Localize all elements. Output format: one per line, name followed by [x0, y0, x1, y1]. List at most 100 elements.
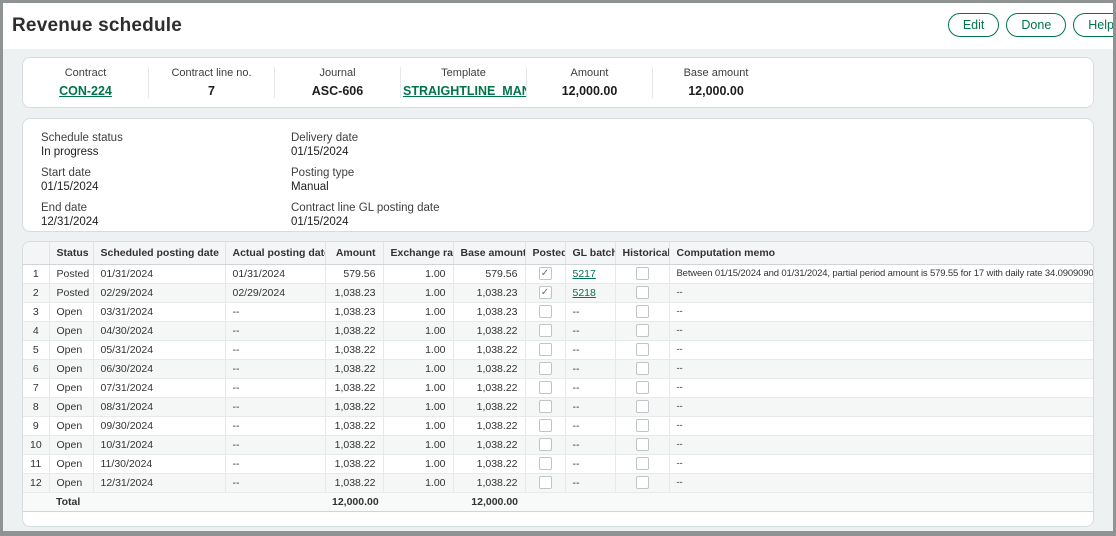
table-row: 10Open10/31/2024--1,038.221.001,038.22--…: [23, 435, 1093, 454]
contract-link[interactable]: CON-224: [23, 84, 148, 98]
historical-checkbox[interactable]: [636, 381, 649, 394]
gl-batch-cell: --: [565, 340, 615, 359]
posted-checkbox[interactable]: [539, 305, 552, 318]
action-buttons: Edit Done Help: [948, 13, 1113, 37]
table-row: 2Posted02/29/202402/29/20241,038.231.001…: [23, 283, 1093, 302]
posted-checkbox[interactable]: [539, 324, 552, 337]
base-amount-cell: 1,038.22: [453, 378, 525, 397]
posted-checkbox[interactable]: [539, 267, 552, 280]
summary-field-template: Template STRAIGHTLINE_MANUAL: [401, 67, 527, 98]
computation-memo-cell: --: [669, 416, 1093, 435]
amount-cell: 1,038.22: [325, 454, 383, 473]
historical-checkbox[interactable]: [636, 286, 649, 299]
amount-cell: 1,038.22: [325, 321, 383, 340]
detail-posting-type: Posting type Manual: [291, 167, 1075, 193]
base-amount-cell: 1,038.22: [453, 416, 525, 435]
field-label: Base amount: [653, 67, 779, 79]
historical-checkbox[interactable]: [636, 457, 649, 470]
actual-posting-date-cell: --: [225, 302, 325, 321]
base-amount-cell: 1,038.22: [453, 340, 525, 359]
page-title: Revenue schedule: [12, 15, 182, 37]
posted-checkbox[interactable]: [539, 400, 552, 413]
table-row: 11Open11/30/2024--1,038.221.001,038.22--…: [23, 454, 1093, 473]
detail-label: Contract line GL posting date: [291, 202, 1075, 214]
posted-checkbox[interactable]: [539, 343, 552, 356]
posted-cell: [525, 435, 565, 454]
exchange-rate-cell: 1.00: [383, 435, 453, 454]
posted-checkbox[interactable]: [539, 438, 552, 451]
gl-batch-cell: --: [565, 302, 615, 321]
amount-cell: 1,038.23: [325, 283, 383, 302]
field-label: Contract line no.: [149, 67, 274, 79]
exchange-rate-cell: 1.00: [383, 416, 453, 435]
actual-posting-date-cell: --: [225, 473, 325, 492]
historical-checkbox[interactable]: [636, 305, 649, 318]
posted-cell: [525, 378, 565, 397]
column-header-computation-memo: Computation memo: [669, 242, 1093, 264]
row-number: 1: [23, 264, 49, 283]
scheduled-posting-date-cell: 11/30/2024: [93, 454, 225, 473]
historical-cell: [615, 321, 669, 340]
gl-batch-link[interactable]: 5217: [573, 268, 596, 280]
status-cell: Open: [49, 302, 93, 321]
total-label: Total: [49, 492, 225, 511]
gl-batch-cell: --: [565, 416, 615, 435]
historical-cell: [615, 359, 669, 378]
historical-checkbox[interactable]: [636, 267, 649, 280]
status-cell: Open: [49, 359, 93, 378]
column-header-historical: Historical: [615, 242, 669, 264]
base-amount-cell: 579.56: [453, 264, 525, 283]
detail-schedule-status: Schedule status In progress: [41, 132, 291, 158]
row-number: 8: [23, 397, 49, 416]
posted-cell: [525, 454, 565, 473]
exchange-rate-cell: 1.00: [383, 340, 453, 359]
computation-memo-cell: --: [669, 473, 1093, 492]
field-value: 12,000.00: [527, 84, 652, 98]
exchange-rate-cell: 1.00: [383, 302, 453, 321]
status-cell: Open: [49, 435, 93, 454]
posted-checkbox[interactable]: [539, 476, 552, 489]
amount-cell: 1,038.22: [325, 359, 383, 378]
historical-checkbox[interactable]: [636, 343, 649, 356]
historical-checkbox[interactable]: [636, 438, 649, 451]
historical-checkbox[interactable]: [636, 400, 649, 413]
posted-checkbox[interactable]: [539, 381, 552, 394]
template-link[interactable]: STRAIGHTLINE_MANUAL: [401, 84, 526, 98]
column-header-status: Status: [49, 242, 93, 264]
posted-checkbox[interactable]: [539, 362, 552, 375]
posted-checkbox[interactable]: [539, 286, 552, 299]
computation-memo-cell: Between 01/15/2024 and 01/31/2024, parti…: [669, 264, 1093, 283]
gl-batch-link[interactable]: 5218: [573, 287, 596, 299]
scheduled-posting-date-cell: 03/31/2024: [93, 302, 225, 321]
field-label: Contract: [23, 67, 148, 79]
computation-memo-cell: --: [669, 435, 1093, 454]
gl-batch-cell: --: [565, 321, 615, 340]
historical-checkbox[interactable]: [636, 362, 649, 375]
historical-checkbox[interactable]: [636, 419, 649, 432]
posted-checkbox[interactable]: [539, 457, 552, 470]
row-number: 9: [23, 416, 49, 435]
posted-cell: [525, 302, 565, 321]
edit-button[interactable]: Edit: [948, 13, 1000, 37]
field-label: Template: [401, 67, 526, 79]
scheduled-posting-date-cell: 09/30/2024: [93, 416, 225, 435]
help-button[interactable]: Help: [1073, 13, 1113, 37]
done-button[interactable]: Done: [1006, 13, 1066, 37]
base-amount-cell: 1,038.22: [453, 321, 525, 340]
detail-label: Start date: [41, 167, 291, 179]
posted-cell: [525, 340, 565, 359]
exchange-rate-cell: 1.00: [383, 454, 453, 473]
posted-cell: [525, 264, 565, 283]
row-number: 10: [23, 435, 49, 454]
actual-posting-date-cell: 01/31/2024: [225, 264, 325, 283]
historical-checkbox[interactable]: [636, 476, 649, 489]
actual-posting-date-cell: --: [225, 454, 325, 473]
field-label: Amount: [527, 67, 652, 79]
posted-checkbox[interactable]: [539, 419, 552, 432]
gl-batch-cell: 5217: [565, 264, 615, 283]
detail-value: 01/15/2024: [291, 216, 1075, 228]
amount-cell: 1,038.22: [325, 416, 383, 435]
historical-checkbox[interactable]: [636, 324, 649, 337]
row-number: 4: [23, 321, 49, 340]
base-amount-cell: 1,038.22: [453, 473, 525, 492]
